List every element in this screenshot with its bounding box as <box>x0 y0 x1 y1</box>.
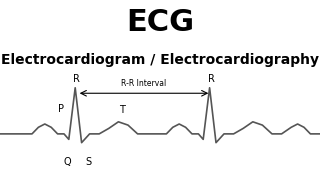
Text: P: P <box>58 104 64 114</box>
Text: Q: Q <box>63 157 71 167</box>
Text: R-R Interval: R-R Interval <box>121 79 167 88</box>
Text: Electrocardiogram / Electrocardiography: Electrocardiogram / Electrocardiography <box>1 53 319 67</box>
Text: ECG: ECG <box>126 8 194 37</box>
Text: R: R <box>208 75 215 84</box>
Text: T: T <box>119 105 124 115</box>
Text: R: R <box>73 75 80 84</box>
Text: S: S <box>85 157 92 167</box>
